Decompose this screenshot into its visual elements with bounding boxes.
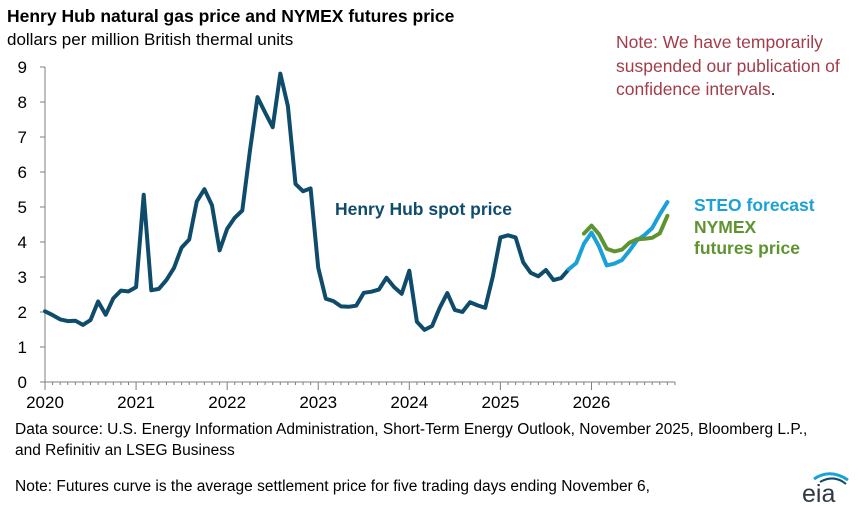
chart-axes: 0 1 2 3 4 5 6 7 8 9 2020 2021 2022 2023 2024 2025 2026: [18, 58, 676, 412]
x-tick-label: 2022: [208, 393, 246, 412]
eia-logo-text: eia: [802, 480, 835, 508]
chart-subtitle: dollars per million British thermal unit…: [7, 30, 294, 49]
x-tick-label: 2020: [26, 393, 64, 412]
y-tick-label: 0: [18, 373, 27, 392]
futures-note: Note: Futures curve is the average settl…: [15, 478, 650, 495]
x-tick-label: 2025: [481, 393, 519, 412]
spot-price-label: Henry Hub spot price: [335, 199, 512, 219]
henry-hub-spot-price-line: [43, 71, 571, 332]
y-tick-label: 2: [18, 303, 27, 322]
chart-series-labels: Henry Hub spot price STEO forecastNYMEXfu…: [335, 195, 815, 258]
eia-logo-swoosh-inner-icon: [819, 477, 847, 485]
x-tick-label: 2021: [117, 393, 155, 412]
confidence-note-period: .: [770, 79, 776, 99]
confidence-note: Note: We have temporarily suspended our …: [616, 31, 856, 102]
y-tick-label: 7: [18, 128, 27, 147]
confidence-note-text: Note: We have temporarily suspended our …: [616, 32, 840, 99]
x-tick-label: 2026: [573, 393, 611, 412]
y-tick-label: 4: [18, 233, 27, 252]
nymex-futures-price-line: [581, 213, 670, 254]
y-tick-label: 5: [18, 198, 27, 217]
x-tick-label: 2023: [299, 393, 337, 412]
eia-logo-swoosh-icon: [813, 472, 849, 482]
chart-title: Henry Hub natural gas price and NYMEX fu…: [7, 6, 455, 26]
steo-forecast-label: STEO forecast: [694, 195, 815, 215]
x-tick-label: 2024: [390, 393, 428, 412]
y-tick-label: 3: [18, 268, 27, 287]
eia-logo: eia: [802, 472, 849, 508]
y-tick-label: 9: [18, 58, 27, 77]
chart-lines: [43, 71, 670, 332]
data-source-note: Data source: U.S. Energy Information Adm…: [15, 421, 808, 459]
nymex-label-line: NYMEX: [694, 217, 757, 237]
y-tick-label: 6: [18, 163, 27, 182]
y-tick-label: 1: [18, 338, 27, 357]
steo-forecast-line: [566, 200, 670, 272]
y-tick-label: 8: [18, 93, 27, 112]
nymex-label-line: futures price: [694, 238, 800, 258]
